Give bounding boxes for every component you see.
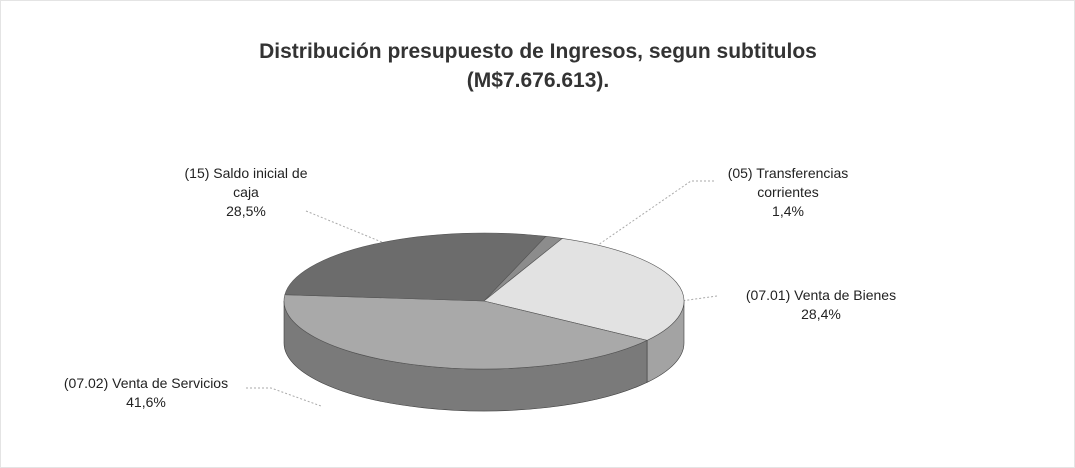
category-label: (07.01) Venta de Bienes xyxy=(745,287,897,303)
category-label: (07.02) Venta de Servicios xyxy=(63,375,229,391)
value-label: 41,6% xyxy=(126,394,166,410)
leader-line xyxy=(565,180,714,268)
category-label: (05) Transferencias corrientes xyxy=(727,165,849,200)
slice xyxy=(483,238,685,341)
data-label: (05) Transferencias corrientes 1,4% xyxy=(713,164,863,221)
pie-tops xyxy=(283,232,685,370)
value-label: 28,4% xyxy=(801,306,841,322)
data-label: (07.02) Venta de Servicios 41,6% xyxy=(31,374,261,412)
value-label: 28,5% xyxy=(226,203,266,219)
value-label: 1,4% xyxy=(772,203,804,219)
data-label: (07.01) Venta de Bienes 28,4% xyxy=(716,286,926,324)
data-label: (15) Saldo inicial de caja 28,5% xyxy=(171,164,321,221)
leader-line xyxy=(246,387,322,407)
slice xyxy=(284,232,547,302)
slice xyxy=(283,294,648,370)
chart-title: Distribución presupuesto de Ingresos, se… xyxy=(259,40,817,92)
leader-line xyxy=(305,210,412,255)
leader-line xyxy=(680,295,718,302)
category-label: (15) Saldo inicial de caja xyxy=(184,165,308,200)
